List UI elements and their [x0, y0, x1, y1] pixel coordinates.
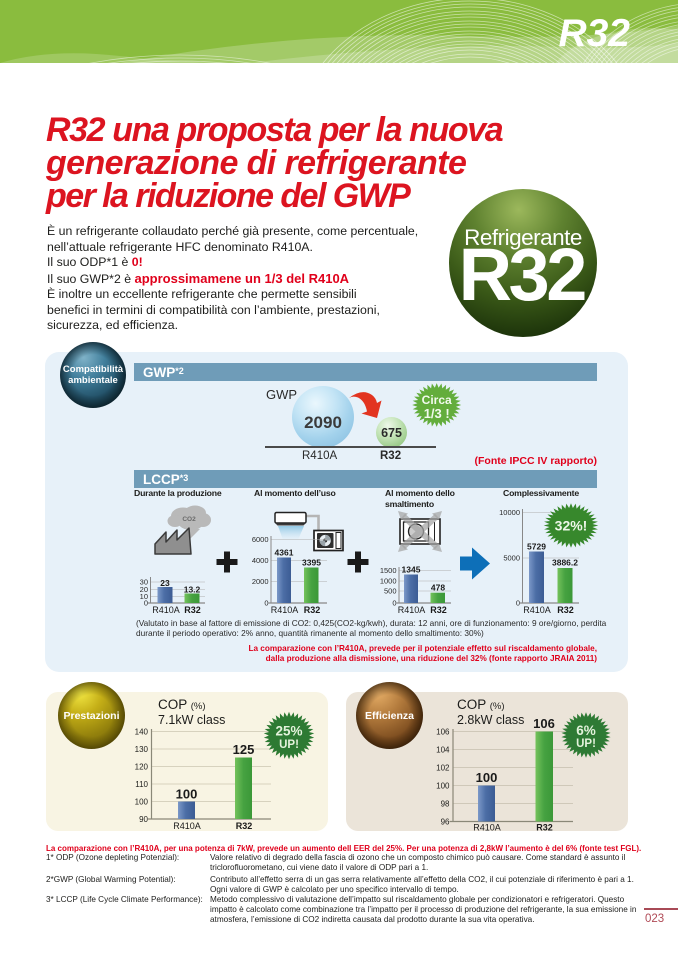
- svg-text:100: 100: [176, 787, 198, 802]
- svg-text:10: 10: [140, 592, 148, 601]
- svg-text:30: 30: [140, 578, 148, 587]
- svg-text:UP!: UP!: [279, 739, 299, 751]
- svg-text:R410A: R410A: [398, 605, 426, 615]
- svg-text:4361: 4361: [275, 548, 294, 558]
- svg-text:10000: 10000: [499, 508, 520, 517]
- svg-text:5000: 5000: [503, 554, 520, 563]
- svg-text:1/3 !: 1/3 !: [424, 406, 450, 421]
- svg-text:96: 96: [441, 818, 450, 827]
- svg-text:R32: R32: [236, 821, 253, 831]
- svg-text:120: 120: [135, 763, 149, 772]
- svg-text:500: 500: [384, 587, 397, 596]
- svg-text:1500: 1500: [380, 566, 397, 575]
- svg-text:CO2: CO2: [182, 516, 196, 523]
- svg-text:R32: R32: [557, 605, 574, 615]
- svg-text:100: 100: [436, 782, 450, 791]
- svg-text:125: 125: [233, 742, 255, 757]
- svg-text:140: 140: [135, 728, 149, 737]
- svg-text:Circa: Circa: [422, 393, 452, 407]
- svg-text:106: 106: [436, 728, 450, 737]
- svg-text:R410A: R410A: [152, 605, 180, 615]
- svg-text:106: 106: [533, 716, 555, 731]
- svg-text:R32: R32: [430, 605, 447, 615]
- svg-text:6%: 6%: [576, 723, 596, 738]
- svg-text:1345: 1345: [402, 565, 421, 575]
- svg-text:4000: 4000: [252, 556, 269, 565]
- svg-text:102: 102: [436, 764, 450, 773]
- svg-text:R32: R32: [304, 605, 321, 615]
- svg-text:110: 110: [135, 780, 148, 789]
- svg-text:104: 104: [436, 746, 450, 755]
- svg-text:R32: R32: [558, 12, 630, 55]
- svg-text:R410A: R410A: [271, 605, 299, 615]
- svg-text:32%!: 32%!: [555, 518, 588, 534]
- svg-text:UP!: UP!: [576, 738, 596, 750]
- svg-text:0: 0: [516, 599, 520, 608]
- svg-text:0: 0: [264, 599, 268, 608]
- svg-text:R410A: R410A: [523, 605, 551, 615]
- svg-text:23: 23: [160, 578, 170, 588]
- svg-text:130: 130: [135, 745, 149, 754]
- svg-text:3395: 3395: [302, 558, 321, 568]
- svg-text:6000: 6000: [252, 535, 269, 544]
- svg-text:0: 0: [144, 599, 148, 608]
- svg-text:100: 100: [476, 770, 498, 785]
- svg-text:0: 0: [392, 599, 396, 608]
- svg-text:25%: 25%: [275, 724, 302, 739]
- svg-text:2000: 2000: [252, 577, 269, 586]
- svg-text:20: 20: [140, 585, 148, 594]
- svg-text:R32: R32: [536, 823, 553, 833]
- svg-text:100: 100: [135, 798, 149, 807]
- svg-text:13.2: 13.2: [184, 585, 201, 595]
- svg-text:5729: 5729: [527, 542, 546, 552]
- svg-text:R410A: R410A: [173, 821, 201, 831]
- svg-text:90: 90: [139, 815, 148, 824]
- svg-text:R32: R32: [184, 605, 201, 615]
- svg-text:R410A: R410A: [473, 823, 501, 833]
- svg-text:3886.2: 3886.2: [552, 558, 578, 568]
- svg-text:1000: 1000: [380, 577, 397, 586]
- svg-text:98: 98: [441, 800, 450, 809]
- svg-text:478: 478: [431, 583, 445, 593]
